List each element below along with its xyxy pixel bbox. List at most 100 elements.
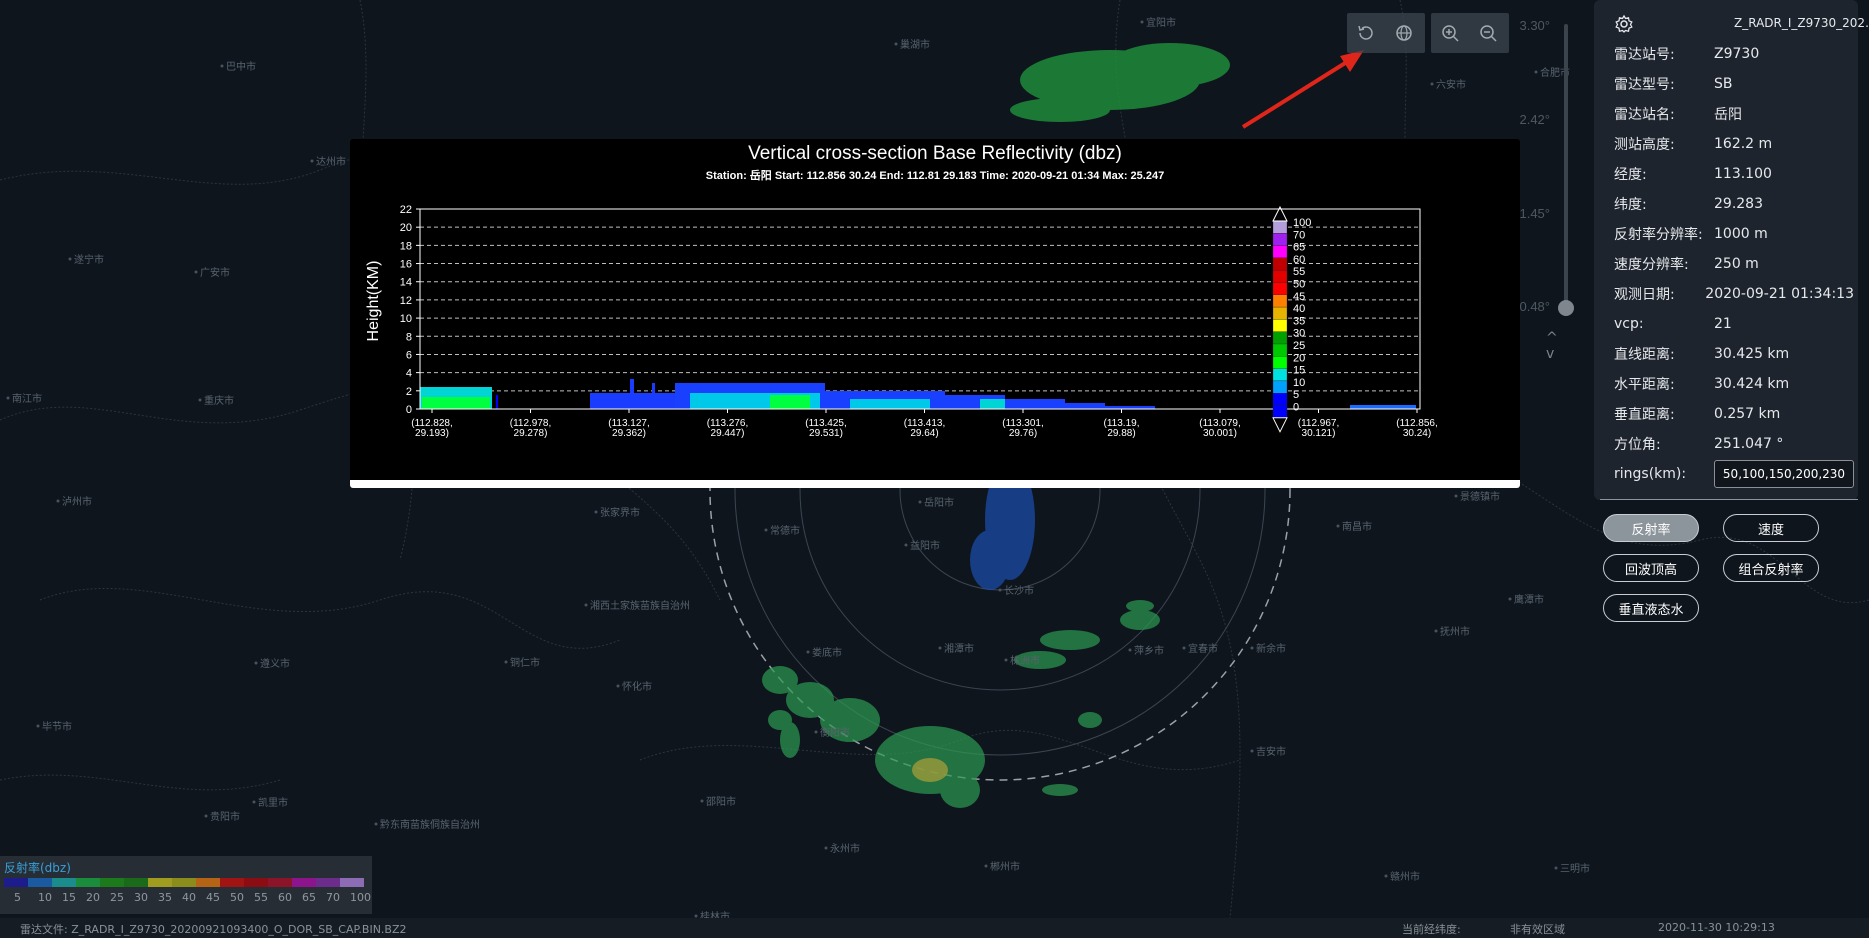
legend-swatch [268,878,292,887]
history-icon[interactable] [1347,13,1385,53]
city-marker [310,159,314,163]
elevation-label[interactable]: 3.30° [1519,18,1550,33]
map-layer-tools [1347,13,1425,53]
cross-section-chart: Vertical cross-section Base Reflectivity… [365,143,1438,439]
x-tick-label: (113.413, [904,418,946,429]
x-tick-label: (113.425, [805,418,847,429]
elevation-label[interactable]: 2.42° [1519,112,1550,127]
legend-swatch [196,878,220,887]
echo-cell [422,397,490,409]
legend-label: 40 [182,891,196,904]
elevation-label[interactable]: 1.45° [1519,206,1550,221]
x-tick-label: 29.88) [1107,428,1135,439]
legend-swatch [172,878,196,887]
legend-swatch [316,878,340,887]
city-label: 南江市 [12,392,42,405]
status-time: 2020-11-30 10:29:13 [1658,921,1775,934]
elevation-knob[interactable] [1558,300,1574,316]
colorbar-label: 70 [1293,229,1305,241]
echo-cell [980,399,1010,409]
city-marker [616,684,620,688]
rings-input[interactable] [1714,460,1854,488]
city-label: 常德市 [770,524,800,537]
city-label: 赣州市 [1390,870,1420,883]
info-label: 垂直距离: [1614,407,1675,423]
city-marker [1454,494,1458,498]
mode-button[interactable]: 反射率 [1603,514,1699,542]
city-label: 抚州市 [1440,625,1470,638]
colorbar-label: 35 [1293,315,1305,327]
globe-icon[interactable] [1385,13,1423,53]
y-tick-label: 6 [406,349,412,361]
legend-label: 55 [254,891,268,904]
city-marker [56,499,60,503]
chart-subtitle: Station: 岳阳 Start: 112.856 30.24 End: 11… [706,168,1164,182]
gear-icon[interactable] [1614,14,1634,34]
info-value: 29.283 [1714,196,1763,212]
elevation-label[interactable]: 0.48° [1519,299,1550,314]
colorbar-swatch [1272,282,1288,295]
colorbar-label: 25 [1293,340,1305,352]
city-marker [1508,597,1512,601]
y-tick-label: 0 [406,404,412,416]
mode-button[interactable]: 组合反射率 [1723,554,1819,582]
info-label: 测站高度: [1614,137,1675,153]
info-value: 21 [1714,316,1732,332]
city-marker [814,730,818,734]
x-tick-label: 30.001) [1203,428,1237,439]
info-row: 测站高度: 162.2 m [1614,132,1854,156]
mode-button[interactable]: 速度 [1723,514,1819,542]
elevation-step-arrows[interactable]: ^ v [1546,330,1568,362]
info-value: 162.2 m [1714,136,1773,152]
legend-label: 35 [158,891,172,904]
city-label: 遵义市 [260,657,290,670]
city-label: 凯里市 [258,796,288,809]
city-label: 广安市 [200,266,230,279]
colorbar-top-arrow [1272,205,1288,222]
city-label: 景德镇市 [1460,490,1500,503]
colorbar-swatch [1272,368,1288,382]
colorbar-swatch [1272,393,1288,406]
info-row: 速度分辨率: 250 m [1614,252,1854,276]
radar-file-name: Z_RADR_I_Z9730_202... [1734,16,1869,30]
info-value: Z9730 [1714,46,1760,62]
colorbar-swatch [1272,294,1288,308]
echo-cell [1350,405,1416,409]
info-row: 经度: 113.100 [1614,162,1854,186]
colorbar-swatch [1272,343,1288,357]
info-label: 纬度: [1614,197,1647,213]
city-label: 鹰潭市 [1514,593,1544,606]
info-value: 251.047 ° [1714,436,1784,452]
x-tick-label: 29.531) [809,428,843,439]
legend-title: 反射率(dbz) [4,861,71,875]
city-label: 铜仁市 [510,656,540,669]
info-label: 方位角: [1614,437,1661,453]
elevation-slider[interactable]: 3.30° 2.42° 1.45° 0.48° ^ v [1510,18,1590,362]
legend-label: 45 [206,891,220,904]
mode-button[interactable]: 回波顶高 [1603,554,1699,582]
city-marker [68,257,72,261]
city-marker [1140,20,1144,24]
x-tick-label: (112.978, [510,418,552,429]
city-marker [1434,629,1438,633]
zoom-out-icon[interactable] [1469,13,1507,53]
x-tick-label: (112.856, [1396,418,1438,429]
city-label: 黔东南苗族侗族自治州 [380,818,480,831]
info-header: Z_RADR_I_Z9730_202... [1614,10,1869,38]
y-tick-label: 20 [400,222,412,234]
city-marker [938,646,942,650]
mode-button[interactable]: 垂直液态水 [1603,594,1699,622]
zoom-in-icon[interactable] [1431,13,1469,53]
city-marker [252,800,256,804]
info-label: 直线距离: [1614,347,1675,363]
city-label: 宜阳市 [1146,16,1176,29]
legend-label: 70 [326,891,340,904]
city-marker [998,588,1002,592]
colorbar-bottom-arrow [1272,417,1288,433]
cross-section-popup[interactable]: Vertical cross-section Base Reflectivity… [350,139,1520,488]
status-coord-label: 当前经纬度: [1402,923,1461,936]
plot-frame [419,208,1421,410]
city-label: 巢湖市 [900,38,930,51]
elevation-track[interactable] [1564,24,1568,310]
